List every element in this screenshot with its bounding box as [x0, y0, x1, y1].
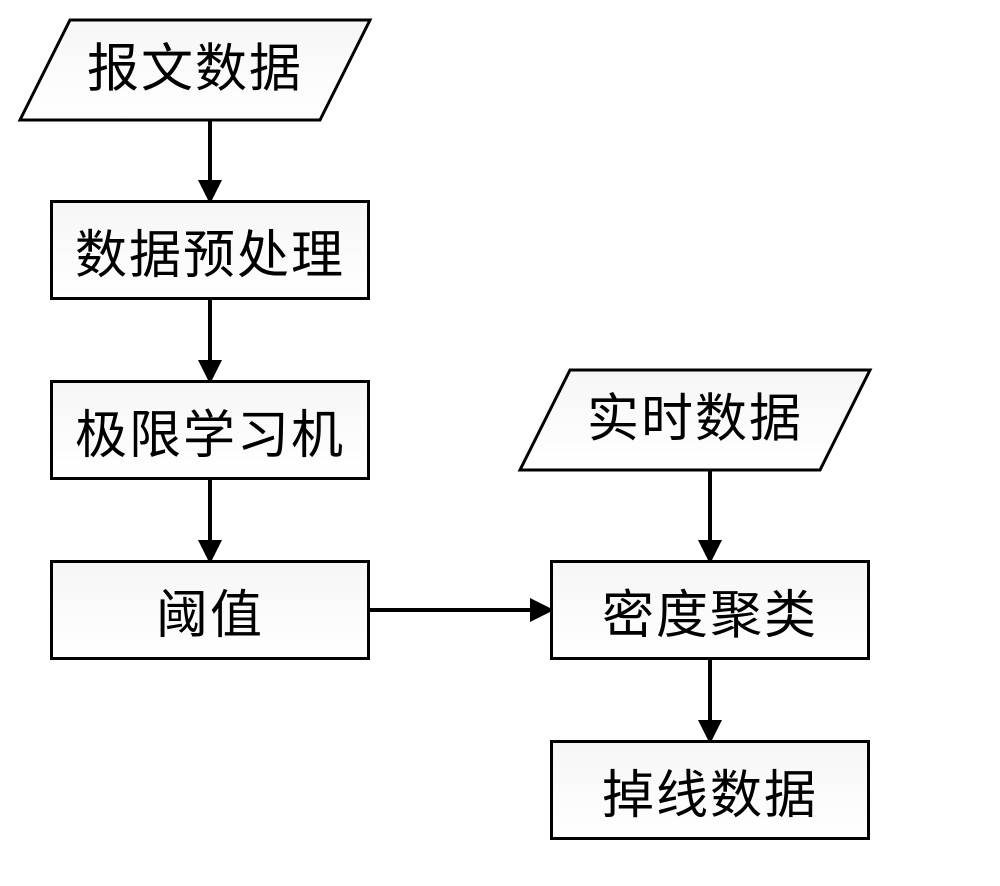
- node-label: 实时数据: [587, 392, 803, 449]
- node-label: 阈值: [156, 573, 264, 648]
- node-n6: 密度聚类: [550, 560, 870, 660]
- node-n4: 阈值: [50, 560, 370, 660]
- node-n1: 报文数据: [20, 20, 370, 120]
- node-label: 掉线数据: [602, 753, 818, 828]
- node-n7: 掉线数据: [550, 740, 870, 840]
- node-label: 报文数据: [87, 42, 303, 99]
- node-label: 密度聚类: [602, 573, 818, 648]
- node-n2: 数据预处理: [50, 200, 370, 300]
- node-n3: 极限学习机: [50, 380, 370, 480]
- node-n5: 实时数据: [520, 370, 870, 470]
- node-label: 极限学习机: [75, 393, 345, 468]
- node-label: 数据预处理: [75, 213, 345, 288]
